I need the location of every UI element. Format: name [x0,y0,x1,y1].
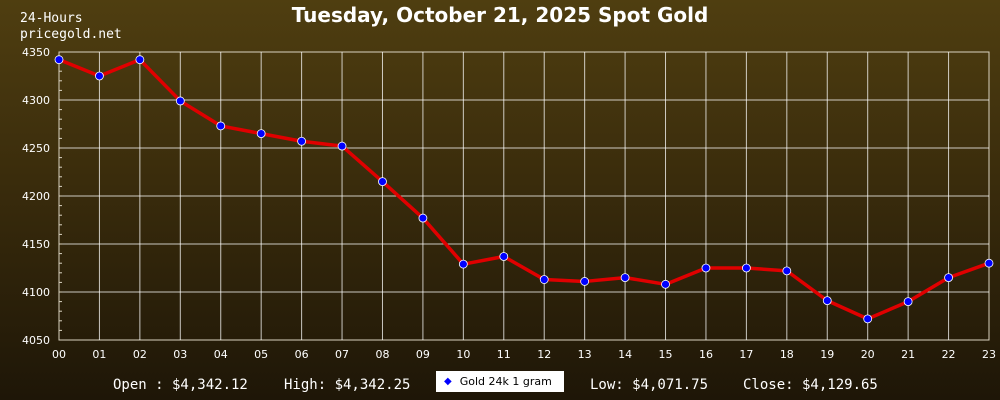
data-point [418,213,428,223]
x-tick-label: 06 [295,348,309,361]
series-line [57,57,991,321]
x-tick-label: 16 [699,348,713,361]
data-point [256,129,266,139]
close-price: Close: $4,129.65 [743,377,878,393]
data-point [620,273,630,283]
data-point [175,96,185,106]
x-tick-label: 07 [335,348,349,361]
x-tick-label: 23 [982,348,996,361]
y-tick-label: 4200 [22,190,50,203]
data-point [984,258,994,268]
x-tick-label: 17 [739,348,753,361]
x-tick-label: 05 [254,348,268,361]
data-point [661,279,670,289]
period-label: 24-Hours [20,11,83,26]
data-point [822,296,832,306]
chart-title: Tuesday, October 21, 2025 Spot Gold [291,3,709,27]
data-point [863,314,873,324]
x-tick-label: 08 [375,348,389,361]
x-tick-label: 03 [173,348,187,361]
y-tick-label: 4300 [22,94,50,107]
data-point [741,263,751,273]
data-point [782,266,792,276]
x-tick-label: 18 [780,348,794,361]
x-tick-label: 20 [861,348,875,361]
open-price: Open : $4,342.12 [113,377,248,393]
site-label: pricegold.net [20,27,122,42]
x-tick-label: 09 [416,348,430,361]
data-point [499,252,509,261]
data-point [944,273,953,283]
y-tick-label: 4350 [22,46,50,59]
data-point [580,277,590,286]
x-tick-label: 11 [497,348,511,361]
data-point [337,141,347,151]
data-point [903,297,913,307]
legend: ◆ Gold 24k 1 gram [436,371,564,392]
data-point [54,55,64,65]
x-tick-label: 21 [901,348,915,361]
y-tick-label: 4150 [22,238,50,251]
legend-marker-icon: ◆ [444,376,452,387]
x-tick-label: 13 [578,348,592,361]
data-point [378,177,387,187]
y-tick-label: 4100 [22,286,50,299]
data-point [297,136,307,146]
data-point [95,71,104,81]
low-price: Low: $4,071.75 [590,377,709,393]
data-point [539,275,549,284]
data-point [216,121,226,131]
legend-label: Gold 24k 1 gram [459,375,552,388]
x-tick-label: 04 [214,348,228,361]
x-tick-label: 01 [92,348,106,361]
x-tick-label: 00 [52,348,66,361]
y-tick-label: 4050 [22,334,50,347]
x-tick-label: 12 [537,348,551,361]
data-point [701,263,711,273]
high-price: High: $4,342.25 [284,377,411,393]
data-point [135,55,145,65]
x-tick-label: 19 [820,348,834,361]
x-tick-label: 10 [456,348,470,361]
x-tick-label: 22 [942,348,956,361]
data-point [458,259,468,269]
x-tick-label: 02 [133,348,147,361]
y-tick-label: 4250 [22,142,50,155]
x-tick-label: 14 [618,348,632,361]
x-tick-label: 15 [659,348,673,361]
